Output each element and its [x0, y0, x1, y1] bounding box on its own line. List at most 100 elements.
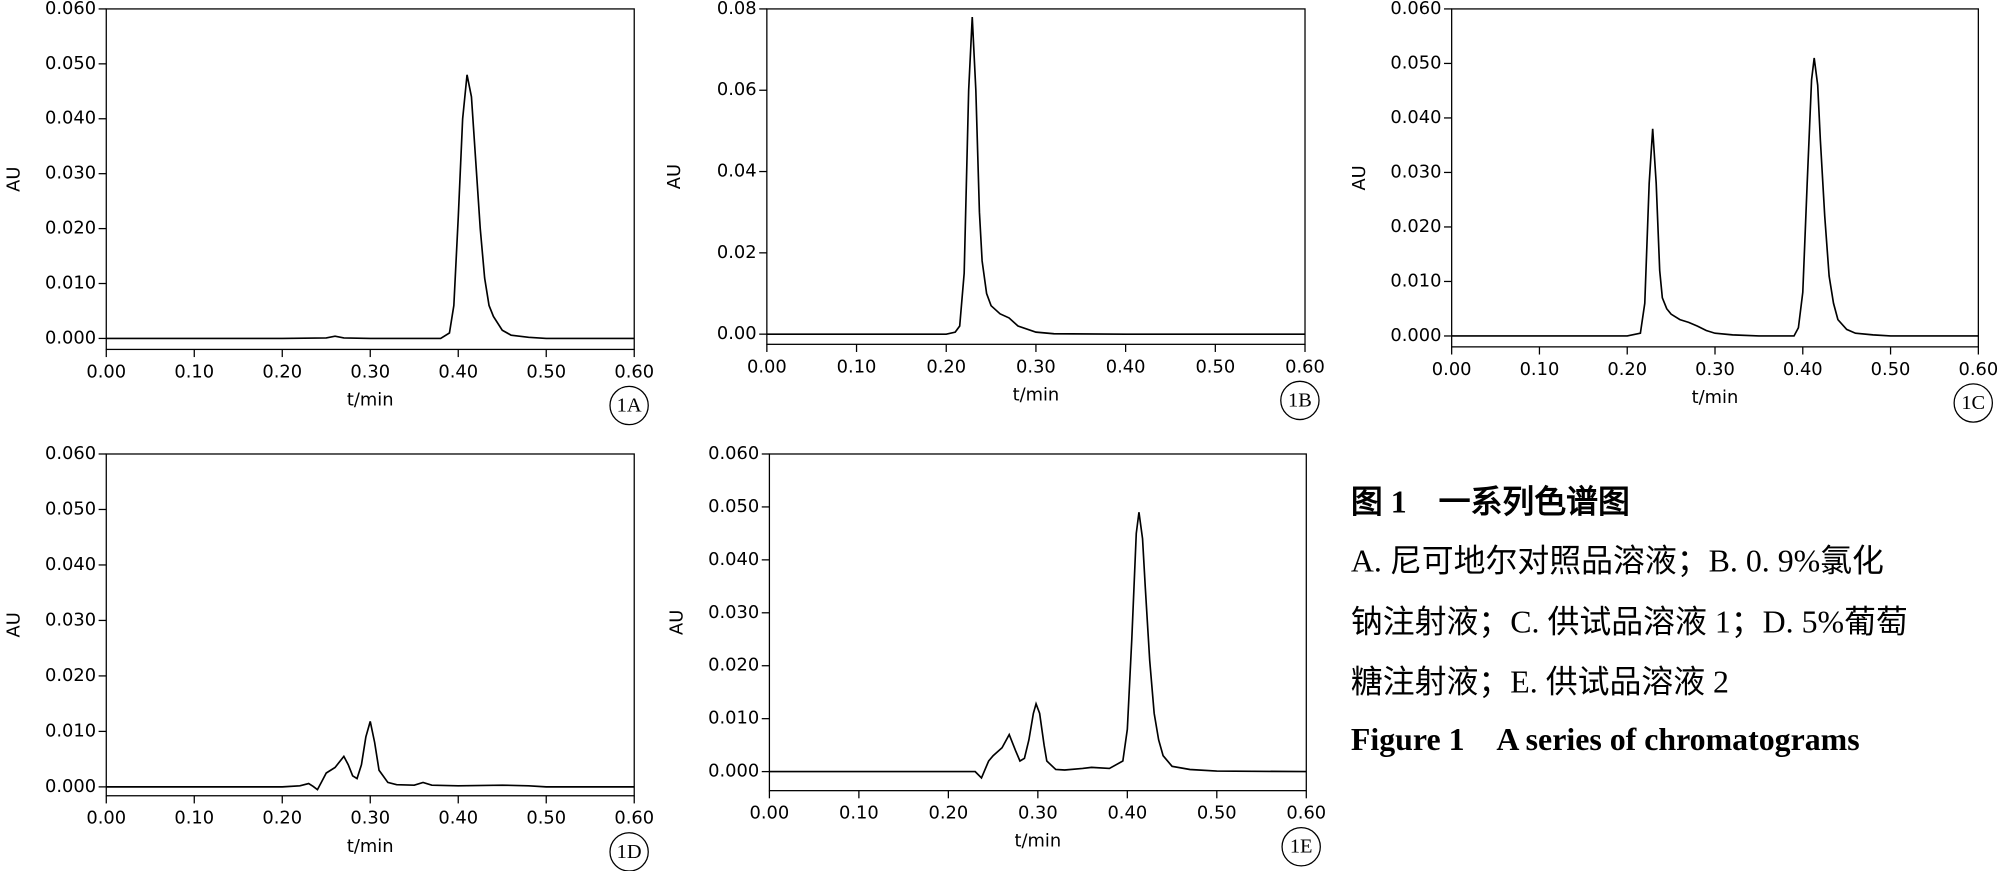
- y-tick-label: 0.06: [717, 79, 757, 100]
- panel-label-circle: [1953, 383, 1994, 423]
- y-tick-label: 0.030: [1390, 161, 1441, 182]
- x-tick-label: 0.10: [174, 808, 214, 829]
- y-tick-label: 0.040: [45, 554, 96, 575]
- panel-label-circle: [1281, 827, 1321, 867]
- y-tick-label: 0.000: [1390, 325, 1441, 346]
- x-tick-label: 0.20: [928, 803, 968, 824]
- x-tick-label: 0.10: [839, 803, 879, 824]
- x-tick-label: 0.60: [614, 808, 654, 829]
- chromatogram-line: [106, 74, 635, 340]
- y-axis-label: AU: [1349, 165, 1370, 190]
- y-tick-label: 0.060: [45, 443, 96, 464]
- x-tick-label: 0.30: [1016, 356, 1056, 377]
- y-axis-label: AU: [3, 612, 24, 637]
- plot-frame: [105, 8, 635, 351]
- x-tick-label: 0.50: [1871, 359, 1911, 380]
- y-tick-label: 0.010: [45, 273, 96, 294]
- plot-frame: [768, 453, 1307, 792]
- y-tick-label: 0.000: [45, 327, 96, 348]
- y-tick-label: 0.04: [717, 161, 757, 182]
- y-tick-label: 0.00: [717, 323, 757, 344]
- x-tick-label: 0.60: [614, 361, 654, 382]
- x-tick-label: 0.60: [1286, 803, 1326, 824]
- chromatogram-line: [1451, 57, 1979, 337]
- y-axis-label: AU: [664, 164, 685, 189]
- x-tick-label: 0.50: [526, 361, 566, 382]
- x-axis-label: t/min: [1013, 384, 1060, 405]
- y-tick-label: 0.010: [1390, 270, 1441, 291]
- y-tick-label: 0.060: [45, 0, 96, 19]
- chromatogram-line: [106, 721, 635, 791]
- x-tick-label: 0.00: [86, 361, 126, 382]
- x-tick-label: 0.10: [837, 356, 877, 377]
- y-tick-label: 0.040: [1390, 107, 1441, 128]
- y-tick-label: 0.050: [45, 53, 96, 74]
- x-tick-label: 0.30: [350, 808, 390, 829]
- x-tick-label: 0.00: [750, 803, 790, 824]
- x-tick-label: 0.00: [1432, 359, 1472, 380]
- y-tick-label: 0.030: [708, 602, 759, 623]
- panel-label-circle: [1280, 380, 1320, 421]
- y-tick-label: 0.020: [1390, 216, 1441, 237]
- y-tick-label: 0.000: [45, 776, 96, 797]
- caption-title: 图 1 一系列色谱图: [1351, 485, 1630, 520]
- x-tick-label: 0.50: [1197, 803, 1237, 824]
- x-tick-label: 0.40: [438, 361, 478, 382]
- y-tick-label: 0.000: [708, 761, 759, 782]
- y-tick-label: 0.050: [708, 496, 759, 517]
- y-tick-label: 0.020: [45, 665, 96, 686]
- y-tick-label: 0.050: [45, 498, 96, 519]
- y-axis-label: AU: [3, 167, 24, 192]
- x-tick-label: 0.20: [926, 356, 966, 377]
- x-tick-label: 0.60: [1958, 359, 1998, 380]
- panel-label: 1A: [617, 394, 642, 416]
- x-tick-label: 0.40: [438, 808, 478, 829]
- y-tick-label: 0.020: [45, 218, 96, 239]
- caption-line: 钠注射液；C. 供试品溶液 1；D. 5%葡萄: [1351, 605, 1908, 640]
- y-axis-label: AU: [667, 610, 688, 635]
- panel-label: 1D: [617, 841, 642, 863]
- x-axis-label: t/min: [347, 389, 394, 410]
- y-tick-label: 0.02: [717, 242, 757, 263]
- y-tick-label: 0.020: [708, 655, 759, 676]
- panel-label-circle: [609, 385, 649, 426]
- panel-label: 1B: [1288, 389, 1312, 411]
- panel-label-circle: [609, 832, 649, 871]
- x-tick-label: 0.00: [86, 808, 126, 829]
- y-tick-label: 0.040: [45, 108, 96, 129]
- y-tick-label: 0.050: [1390, 52, 1441, 73]
- caption-line: 糖注射液；E. 供试品溶液 2: [1351, 664, 1729, 699]
- x-tick-label: 0.40: [1107, 803, 1147, 824]
- caption-line: A. 尼可地尔对照品溶液；B. 0. 9%氯化: [1351, 543, 1884, 578]
- y-tick-label: 0.030: [45, 609, 96, 630]
- plot-frame: [105, 453, 635, 797]
- x-tick-label: 0.00: [747, 356, 787, 377]
- plot-frame: [1451, 8, 1979, 348]
- x-tick-label: 0.40: [1783, 359, 1823, 380]
- x-tick-label: 0.10: [1520, 359, 1560, 380]
- y-tick-label: 0.08: [717, 0, 757, 19]
- x-tick-label: 0.60: [1285, 356, 1325, 377]
- panel-label: 1E: [1290, 836, 1313, 858]
- x-axis-label: t/min: [1692, 387, 1739, 408]
- x-tick-label: 0.50: [526, 808, 566, 829]
- x-tick-label: 0.40: [1106, 356, 1146, 377]
- x-tick-label: 0.10: [174, 361, 214, 382]
- y-tick-label: 0.060: [708, 443, 759, 464]
- x-tick-label: 0.30: [1695, 359, 1735, 380]
- x-axis-label: t/min: [1015, 831, 1062, 852]
- panel-label: 1C: [1961, 392, 1985, 414]
- x-tick-label: 0.30: [350, 361, 390, 382]
- plot-frame: [766, 8, 1306, 345]
- y-tick-label: 0.040: [708, 549, 759, 570]
- y-tick-label: 0.060: [1390, 0, 1441, 19]
- y-tick-label: 0.030: [45, 163, 96, 184]
- y-tick-label: 0.010: [708, 708, 759, 729]
- x-tick-label: 0.20: [1607, 359, 1647, 380]
- x-tick-label: 0.20: [262, 361, 302, 382]
- chromatogram-line: [769, 512, 1307, 780]
- x-tick-label: 0.30: [1018, 803, 1058, 824]
- y-tick-label: 0.010: [45, 720, 96, 741]
